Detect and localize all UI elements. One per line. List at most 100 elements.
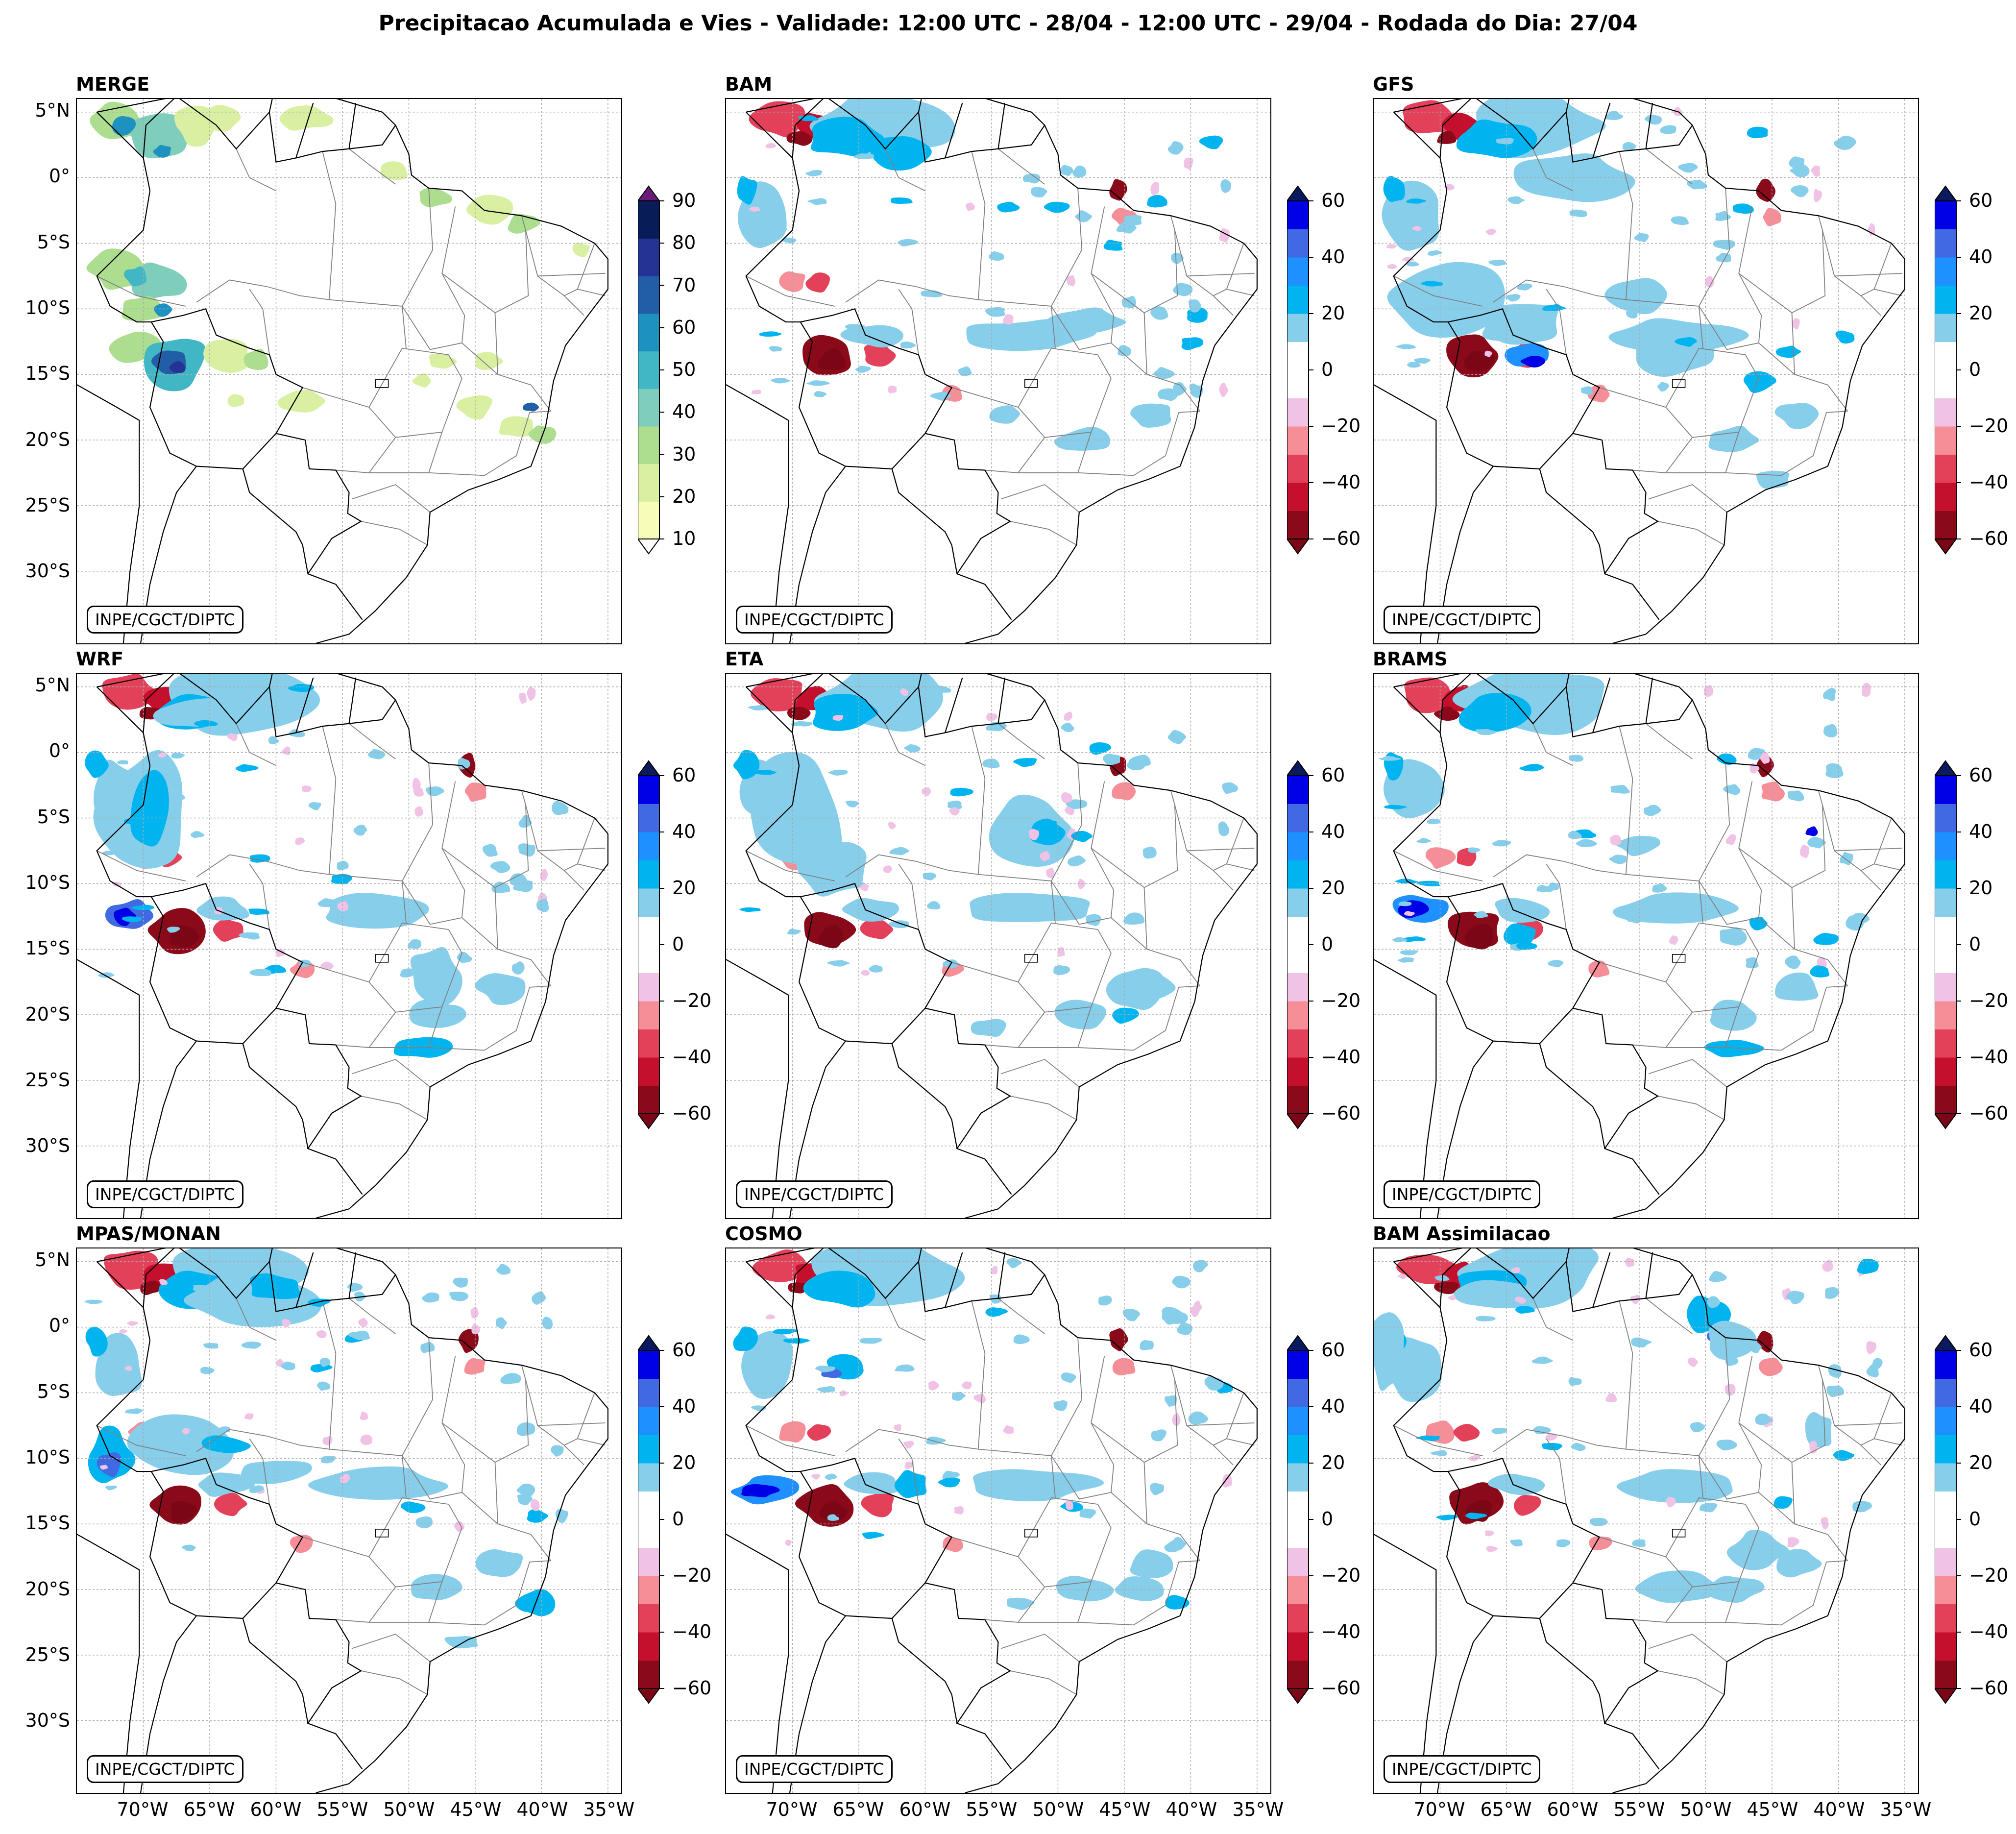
bias-contour xyxy=(1805,1412,1832,1448)
colorbar-segment xyxy=(1935,804,1956,832)
bias-speckle xyxy=(828,769,848,776)
bias-speckle xyxy=(1171,252,1184,264)
bias-speckle xyxy=(1866,1341,1877,1354)
bias-contour xyxy=(1454,1280,1530,1309)
country-borders xyxy=(1374,99,1905,643)
bias-speckle xyxy=(288,684,315,692)
bias-contour xyxy=(171,1501,197,1523)
state-border xyxy=(1077,1560,1200,1626)
colorbar-segment xyxy=(1287,201,1309,229)
bias-contour xyxy=(894,1470,927,1498)
state-border xyxy=(1725,411,1848,476)
bias-contour xyxy=(1056,1576,1114,1602)
longitude-label: 55°W xyxy=(966,1799,1018,1820)
country-border xyxy=(276,1582,363,1770)
state-border xyxy=(302,962,396,1048)
coastline xyxy=(1612,99,1905,643)
country-border xyxy=(1436,465,1494,643)
map-canvas xyxy=(726,99,1270,643)
bias-contour xyxy=(860,919,893,939)
country-borders xyxy=(77,1248,608,1793)
credit-label: INPE/CGCT/DIPTC xyxy=(1384,1180,1540,1208)
bias-speckle xyxy=(1605,1393,1617,1402)
bias-speckle xyxy=(900,341,916,349)
state-borders xyxy=(97,1298,606,1695)
federal-district-outline xyxy=(375,379,389,388)
bias-speckle xyxy=(360,1411,368,1420)
state-border xyxy=(361,521,428,546)
bias-speckle xyxy=(249,969,272,977)
bias-speckle xyxy=(200,1367,215,1374)
bias-contour xyxy=(741,1331,793,1399)
bias-contour xyxy=(1487,1473,1545,1495)
bias-speckle xyxy=(1644,807,1655,816)
bias-speckle xyxy=(971,904,990,913)
map-canvas xyxy=(1374,99,1918,643)
bias-speckle xyxy=(1652,883,1667,893)
colorbar-extend-bottom xyxy=(1935,1688,1957,1704)
bias-speckle xyxy=(1392,937,1408,942)
bias-speckle xyxy=(1747,126,1768,139)
bias-speckle xyxy=(219,1426,230,1433)
longitude-label: 50°W xyxy=(1032,1799,1084,1820)
pacific-coastline xyxy=(77,959,140,1218)
bias-speckle xyxy=(1519,763,1544,772)
bias-speckle xyxy=(1622,142,1637,151)
bias-speckle xyxy=(1657,382,1669,392)
colorbar-tick-label: 60 xyxy=(1321,1339,1345,1361)
bias-speckle xyxy=(99,1465,108,1470)
colorbar-segment xyxy=(1935,1407,1956,1435)
bias-speckle xyxy=(117,760,128,765)
country-border xyxy=(1592,1252,1611,1308)
panel-title: GFS xyxy=(1373,73,1414,95)
bias-speckle xyxy=(420,1342,435,1353)
bias-speckle xyxy=(1150,1483,1165,1495)
colorbar-segment xyxy=(1935,888,1956,917)
bias-contour xyxy=(786,131,813,146)
state-border xyxy=(1111,1492,1201,1561)
bias-speckle xyxy=(400,1501,426,1513)
state-border xyxy=(401,1337,465,1500)
colorbar-segment xyxy=(638,776,659,804)
bias-speckle xyxy=(1633,285,1648,295)
colorbar-tick-label: −20 xyxy=(1321,990,1361,1011)
bias-speckle xyxy=(536,898,549,912)
state-border xyxy=(249,1438,270,1505)
bias-speckle xyxy=(171,753,185,759)
state-border xyxy=(577,863,606,871)
latitude-label: 15°S xyxy=(25,1512,70,1534)
bias-speckle xyxy=(414,806,423,817)
bias-speckle xyxy=(1406,198,1427,204)
bias-contour xyxy=(1604,278,1667,315)
bias-contour xyxy=(972,1469,1104,1502)
state-border xyxy=(361,1096,428,1121)
bias-speckle xyxy=(921,787,931,796)
graticule xyxy=(1374,99,1918,643)
bias-speckle xyxy=(839,1390,848,1396)
bias-speckle xyxy=(1732,203,1754,214)
longitude-label: 60°W xyxy=(250,1799,302,1820)
state-border xyxy=(1738,790,1826,888)
bias-speckle xyxy=(1416,838,1432,843)
bias-colorbar: 60 40 20 0 −20 −40 −60 xyxy=(1287,1333,1385,1706)
coastline xyxy=(1612,674,1905,1218)
colorbar-tick-label: −60 xyxy=(672,1677,712,1699)
bias-speckle xyxy=(126,1321,139,1326)
colorbar-segment xyxy=(1935,973,1956,1002)
colorbar-tick-label: −60 xyxy=(1321,528,1361,549)
bias-speckle xyxy=(1427,819,1441,824)
state-border xyxy=(1532,1298,1573,1341)
state-border xyxy=(1599,962,1693,1048)
country-border xyxy=(140,1615,197,1793)
bias-speckle xyxy=(1723,784,1741,795)
latitude-label: 20°S xyxy=(25,1578,70,1600)
bias-speckle xyxy=(859,884,869,892)
field-layer xyxy=(733,674,1239,1037)
bias-speckle xyxy=(1416,880,1440,886)
state-border xyxy=(525,230,595,296)
bias-contour xyxy=(1464,924,1493,950)
country-border xyxy=(945,677,963,733)
state-border xyxy=(1000,484,1080,513)
bias-speckle xyxy=(1822,1259,1833,1272)
bias-contour xyxy=(1106,968,1165,1010)
